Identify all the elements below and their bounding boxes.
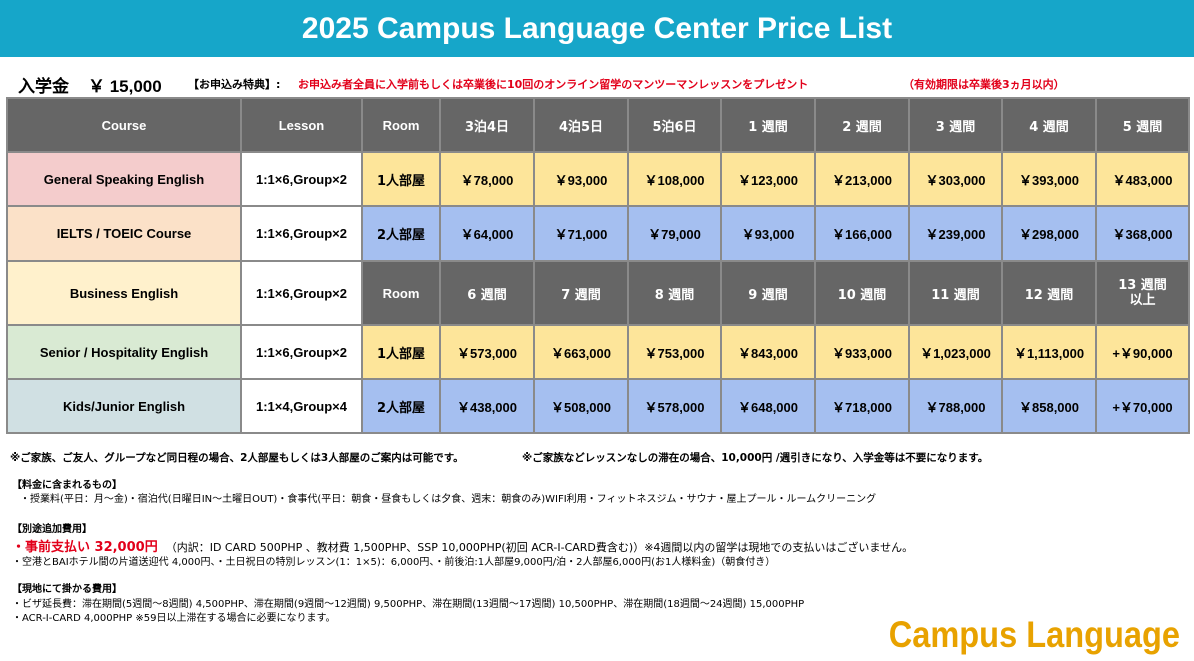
header-course: Course [6, 97, 242, 153]
price-row: General Speaking English 1:1×6,Group×2 1… [6, 151, 1190, 207]
price-cell: ￥438,000 [439, 378, 535, 434]
lesson-spec: 1:1×6,Group×2 [240, 205, 363, 262]
price-cell: ￥79,000 [627, 205, 722, 262]
lesson-spec: 1:1×4,Group×4 [240, 378, 363, 434]
header-row-2: Business English 1:1×6,Group×2 Room 6 週間… [6, 260, 1190, 326]
course-name: Kids/Junior English [6, 378, 242, 434]
price-row: Senior / Hospitality English 1:1×6,Group… [6, 324, 1190, 380]
price-cell: ￥93,000 [720, 205, 816, 262]
perk-note: （有効期限は卒業後3ヵ月以内） [903, 78, 1065, 91]
price-cell: ￥123,000 [720, 151, 816, 207]
header-duration: 7 週間 [533, 260, 629, 326]
price-cell: ￥213,000 [814, 151, 910, 207]
price-cell: ￥239,000 [908, 205, 1003, 262]
header-room: Room [361, 260, 441, 326]
price-row: Kids/Junior English 1:1×4,Group×4 2人部屋 ￥… [6, 378, 1190, 434]
price-cell: ￥573,000 [439, 324, 535, 380]
price-cell: ￥166,000 [814, 205, 910, 262]
header-lesson: Lesson [240, 97, 363, 153]
room-type: 1人部屋 [361, 324, 441, 380]
family-note: ※ご家族、ご友人、グループなど同日程の場合、2人部屋もしくは3人部屋のご案内は可… [10, 452, 464, 464]
prepay-line: ・事前支払い 32,000円 （内訳：ID CARD 500PHP 、教材費 1,… [12, 536, 913, 555]
price-cell: ￥303,000 [908, 151, 1003, 207]
header-duration: 11 週間 [908, 260, 1003, 326]
prepay-detail: （内訳：ID CARD 500PHP 、教材費 1,500PHP、SSP 10,… [165, 541, 914, 554]
price-cell: ￥933,000 [814, 324, 910, 380]
header-room: Room [361, 97, 441, 153]
course-name: Senior / Hospitality English [6, 324, 242, 380]
price-cell: ￥78,000 [439, 151, 535, 207]
no-lesson-note: ※ご家族などレッスンなしの滞在の場合、10,000円 /週引きになり、入学金等は… [522, 452, 989, 464]
included-heading: 【料金に含まれるもの】 [12, 480, 122, 491]
entry-fee-value: ￥ 15,000 [88, 77, 162, 96]
price-cell: ￥93,000 [533, 151, 629, 207]
prepay-label: ・事前支払い 32,000円 [12, 540, 158, 555]
page-title: 2025 Campus Language Center Price List [0, 0, 1194, 57]
header-duration: 3 週間 [908, 97, 1003, 153]
local-text-visa: ・ビザ延長費：滞在期間(5週間～8週間) 4,500PHP、滞在期間(9週間～1… [12, 599, 805, 610]
header-duration: 5 週間 [1095, 97, 1190, 153]
lesson-spec: 1:1×6,Group×2 [240, 151, 363, 207]
room-type: 2人部屋 [361, 205, 441, 262]
header-duration-13plus: 13 週間 以上 [1095, 260, 1190, 326]
course-name: General Speaking English [6, 151, 242, 207]
local-text-acr: ・ACR-I-CARD 4,000PHP ※59日以上滞在する場合に必要になりま… [12, 613, 336, 624]
price-cell: ￥71,000 [533, 205, 629, 262]
price-cell: ￥108,000 [627, 151, 722, 207]
header-duration: 3泊4日 [439, 97, 535, 153]
entry-fee-label: 入学金 [18, 77, 69, 97]
header-duration: 12 週間 [1001, 260, 1097, 326]
header-duration: 5泊6日 [627, 97, 722, 153]
header-and-over: 以上 [1129, 293, 1156, 308]
price-cell: ￥1,113,000 [1001, 324, 1097, 380]
header-13-weeks: 13 週間 [1118, 278, 1167, 293]
price-cell: ￥578,000 [627, 378, 722, 434]
price-cell: ￥648,000 [720, 378, 816, 434]
price-cell: ￥64,000 [439, 205, 535, 262]
extra-text: ・空港とBAIホテル間の片道送迎代 4,000円、・土日祝日の特別レッスン(1：… [12, 557, 776, 568]
price-cell: ￥1,023,000 [908, 324, 1003, 380]
price-cell: ￥788,000 [908, 378, 1003, 434]
extra-heading: 【別途追加費用】 [12, 524, 92, 535]
header-duration: 2 週間 [814, 97, 910, 153]
price-cell: +￥90,000 [1095, 324, 1190, 380]
course-name: Business English [6, 260, 242, 326]
perk-label: 【お申込み特典】: [188, 78, 281, 91]
local-heading: 【現地にて掛かる費用】 [12, 584, 122, 595]
price-cell: ￥483,000 [1095, 151, 1190, 207]
header-duration: 4 週間 [1001, 97, 1097, 153]
price-cell: ￥843,000 [720, 324, 816, 380]
header-duration: 4泊5日 [533, 97, 629, 153]
price-cell: +￥70,000 [1095, 378, 1190, 434]
price-cell: ￥663,000 [533, 324, 629, 380]
course-name: IELTS / TOEIC Course [6, 205, 242, 262]
price-cell: ￥858,000 [1001, 378, 1097, 434]
lesson-spec: 1:1×6,Group×2 [240, 260, 363, 326]
price-cell: ￥393,000 [1001, 151, 1097, 207]
header-duration: 10 週間 [814, 260, 910, 326]
price-row: IELTS / TOEIC Course 1:1×6,Group×2 2人部屋 … [6, 205, 1190, 262]
brand-logo: Campus Language Center [819, 612, 1180, 661]
room-type: 2人部屋 [361, 378, 441, 434]
room-type: 1人部屋 [361, 151, 441, 207]
price-cell: ￥753,000 [627, 324, 722, 380]
header-duration: 6 週間 [439, 260, 535, 326]
header-duration: 8 週間 [627, 260, 722, 326]
header-duration: 1 週間 [720, 97, 816, 153]
included-text: ・授業料(平日：月～金)・宿泊代(日曜日IN～土曜日OUT)・食事代(平日：朝食… [20, 494, 877, 505]
price-cell: ￥298,000 [1001, 205, 1097, 262]
price-cell: ￥718,000 [814, 378, 910, 434]
price-cell: ￥368,000 [1095, 205, 1190, 262]
lesson-spec: 1:1×6,Group×2 [240, 324, 363, 380]
header-row-1: Course Lesson Room 3泊4日 4泊5日 5泊6日 1 週間 2… [6, 97, 1190, 153]
price-cell: ￥508,000 [533, 378, 629, 434]
price-table: Course Lesson Room 3泊4日 4泊5日 5泊6日 1 週間 2… [6, 97, 1190, 434]
perk-text: お申込み者全員に入学前もしくは卒業後に10回のオンライン留学のマンツーマンレッス… [298, 78, 809, 91]
header-duration: 9 週間 [720, 260, 816, 326]
